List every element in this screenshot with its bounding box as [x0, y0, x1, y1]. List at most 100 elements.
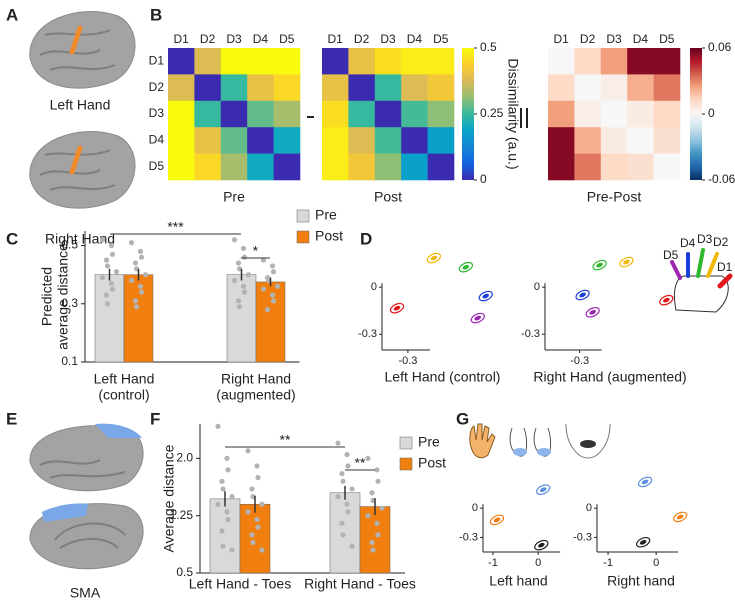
heatmap-cell	[168, 74, 195, 102]
heatmap-cell	[374, 153, 402, 181]
legend-label: Post	[418, 455, 446, 471]
subject-point	[137, 248, 144, 254]
heatmap-cell	[427, 74, 455, 102]
subject-point	[138, 254, 145, 260]
significance-label: **	[355, 455, 366, 471]
y-tick-label: 0	[371, 281, 377, 293]
brain-right	[29, 131, 136, 209]
row-label: D2	[149, 80, 165, 94]
subject-point	[128, 240, 135, 246]
heatmap-cell	[194, 74, 222, 102]
subject-point	[245, 448, 251, 454]
subject-point	[109, 286, 116, 292]
heatmap-cell	[600, 153, 628, 181]
scatter-title: Left Hand (control)	[385, 369, 501, 385]
subject-point	[369, 490, 375, 496]
y-tick-label: -0.3	[358, 328, 377, 340]
subject-point	[365, 513, 371, 519]
subject-point	[220, 543, 226, 549]
x-tick-label: -0.3	[570, 355, 589, 367]
heatmap-cell	[574, 48, 602, 75]
significance-label: *	[253, 243, 259, 259]
point	[579, 292, 586, 298]
y-tick-label: -0.3	[573, 531, 592, 543]
heatmap-cell	[653, 74, 681, 102]
heatmap-cell	[427, 48, 455, 75]
equals-sign	[526, 108, 528, 128]
subject-point	[245, 509, 251, 515]
subject-point	[375, 532, 381, 538]
subject-point	[254, 463, 260, 469]
confidence-ellipse	[389, 302, 405, 314]
y-tick-label: 0	[472, 502, 478, 514]
subject-point	[349, 486, 355, 492]
subject-point	[225, 516, 231, 523]
panel-letter: A	[6, 5, 18, 24]
colorbar-tick-label: 0	[708, 106, 715, 120]
subject-point	[220, 486, 226, 492]
heatmap-cell	[247, 74, 274, 102]
heatmap-cell	[348, 100, 376, 128]
heatmap-cell	[247, 100, 274, 128]
column-label: D3	[226, 32, 242, 46]
subject-point	[103, 292, 110, 298]
heatmap-cell	[194, 48, 222, 75]
colorbar-tick-label: 0.5	[480, 40, 497, 54]
column-label: D2	[200, 32, 216, 46]
heatmap-cell	[653, 127, 681, 154]
legend-swatch	[399, 457, 413, 471]
significance-label: **	[280, 432, 291, 448]
heatmap-cell	[247, 48, 274, 75]
subject-point	[269, 263, 276, 269]
y-tick-label: 2.0	[176, 451, 193, 465]
heatmap-cell	[247, 153, 274, 181]
colorbar-tick-label: 0	[480, 172, 487, 186]
heatmap-cell	[401, 100, 428, 128]
subject-point	[99, 274, 106, 281]
heatmap-cell	[427, 100, 455, 128]
subject-point	[229, 493, 235, 500]
scatter-title: Right Hand (augmented)	[533, 369, 686, 385]
column-label: D3	[380, 32, 396, 46]
confidence-ellipse	[659, 294, 674, 306]
subject-point	[254, 516, 260, 523]
subject-point	[142, 272, 149, 278]
heatmap-cell	[627, 153, 654, 181]
confidence-ellipse	[575, 289, 590, 301]
subject-point	[241, 254, 248, 260]
panel-letter: D	[360, 229, 372, 248]
y-axis-label: Average distance	[161, 444, 177, 552]
legend-swatch	[296, 230, 310, 244]
heatmap-title: Pre-Post	[587, 189, 642, 205]
subject-point	[269, 292, 276, 298]
subject-point	[219, 478, 225, 484]
column-label: D2	[354, 32, 370, 46]
heatmap-cell	[374, 100, 402, 128]
heatmap-cell	[401, 127, 428, 154]
column-label: D1	[174, 32, 190, 46]
heatmap-cell	[194, 100, 222, 128]
subject-point	[250, 539, 256, 546]
legend-label: Pre	[418, 434, 440, 450]
heatmap-cell	[273, 74, 301, 102]
point	[538, 542, 545, 548]
heatmap-cell	[653, 100, 681, 128]
brain-lateral	[29, 423, 144, 492]
confidence-ellipse	[619, 256, 634, 268]
column-label: D1	[554, 32, 570, 46]
confidence-ellipse	[534, 539, 549, 551]
subject-point	[375, 478, 381, 484]
subject-point	[104, 301, 111, 307]
heatmap-cell	[220, 74, 248, 102]
subject-point	[374, 467, 380, 473]
x-tick-label: -0.3	[398, 355, 417, 367]
subject-point	[259, 501, 265, 507]
heatmap-cell	[374, 127, 402, 154]
scatter-title: Left hand	[489, 573, 547, 589]
x-tick-label: -1	[488, 557, 498, 569]
column-label: D4	[253, 32, 269, 46]
row-label: D4	[149, 133, 165, 147]
subject-point	[108, 280, 115, 286]
heatmap-cell	[194, 127, 222, 154]
x-tick-label: Left Hand - Toes	[189, 576, 291, 592]
